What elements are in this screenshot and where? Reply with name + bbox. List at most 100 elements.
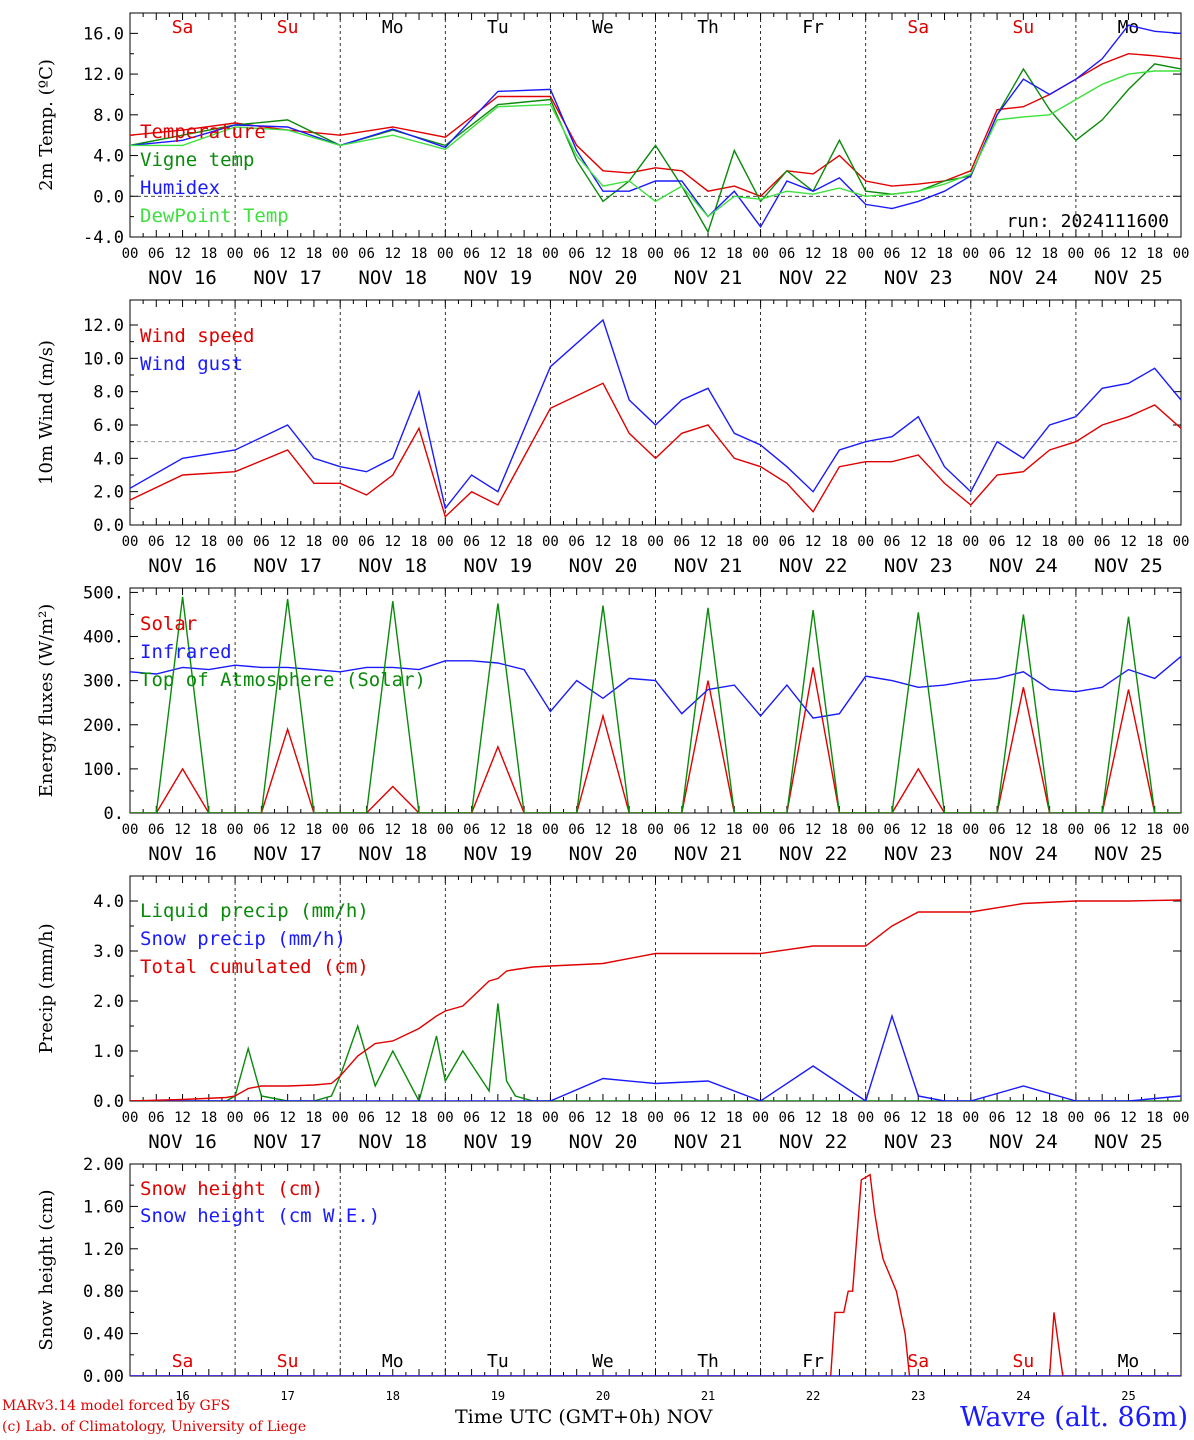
series-line: [130, 318, 1181, 510]
hour-tick-label: 00: [647, 822, 664, 838]
y-tick-label: 2.0: [93, 483, 124, 503]
hour-tick-label: 12: [595, 1110, 612, 1126]
y-tick-label: 0.40: [83, 1325, 124, 1345]
series-line: [130, 667, 1181, 813]
date-label: NOV 17: [253, 843, 322, 865]
hour-tick-label: 12: [1120, 534, 1137, 550]
weekday-label: Sa: [907, 17, 929, 38]
hour-tick-label: 06: [884, 534, 901, 550]
hour-tick-label: 00: [1173, 534, 1190, 550]
hour-tick-label: 00: [647, 534, 664, 550]
date-label: NOV 16: [148, 1131, 217, 1153]
hour-tick-label: 12: [805, 1110, 822, 1126]
hour-tick-label: 18: [1041, 822, 1058, 838]
hour-tick-label: 06: [989, 534, 1006, 550]
hour-tick-label: 18: [831, 246, 848, 262]
y-axis-label: Snow height (cm): [36, 1189, 57, 1350]
weekday-label: Th: [697, 1351, 719, 1372]
hour-tick-label: 12: [174, 246, 191, 262]
hour-tick-label: 06: [568, 822, 585, 838]
lab-credit: (c) Lab. of Climatology, University of L…: [2, 1419, 307, 1435]
hour-tick-label: 06: [148, 534, 165, 550]
hour-tick-label: 06: [673, 1110, 690, 1126]
legend-entry: Top of Atmosphere (Solar): [140, 669, 426, 691]
hour-tick-label: 12: [910, 246, 927, 262]
hour-tick-label: 18: [726, 822, 743, 838]
hour-tick-label: 18: [411, 1110, 428, 1126]
hour-tick-label: 18: [621, 534, 638, 550]
hour-tick-label: 06: [884, 246, 901, 262]
date-label: NOV 20: [569, 267, 638, 289]
date-label: NOV 20: [569, 1131, 638, 1153]
hour-tick-label: 12: [805, 246, 822, 262]
date-label: NOV 16: [148, 843, 217, 865]
hour-tick-label: 00: [857, 534, 874, 550]
y-tick-label: 100.: [83, 760, 124, 780]
hour-tick-label: 18: [1146, 534, 1163, 550]
hour-tick-label: 00: [227, 534, 244, 550]
date-label: NOV 22: [779, 267, 848, 289]
hour-tick-label: 00: [332, 822, 349, 838]
hour-tick-label: 00: [857, 822, 874, 838]
y-tick-label: 1.20: [83, 1240, 124, 1260]
station-name: Wavre (alt. 86m): [960, 1402, 1188, 1433]
y-tick-label: 0.: [104, 804, 124, 824]
date-label: NOV 19: [464, 1131, 533, 1153]
y-tick-label: 4.0: [93, 892, 124, 912]
hour-tick-label: 12: [174, 822, 191, 838]
series-line: [130, 1003, 1181, 1101]
date-label: NOV 21: [674, 843, 743, 865]
hour-tick-label: 00: [857, 1110, 874, 1126]
series-line: [130, 1013, 1181, 1101]
y-tick-label: 1.0: [93, 1042, 124, 1062]
date-label: NOV 20: [569, 555, 638, 577]
hour-tick-label: 12: [910, 822, 927, 838]
y-tick-label: 0.0: [93, 187, 124, 207]
y-tick-label: 300.: [83, 672, 124, 692]
hour-tick-label: 18: [726, 1110, 743, 1126]
hour-tick-label: 00: [752, 246, 769, 262]
y-tick-label: 400.: [83, 628, 124, 648]
series-line: [130, 382, 1181, 518]
hour-tick-label: 06: [253, 246, 270, 262]
hour-tick-label: 18: [305, 534, 322, 550]
hour-tick-label: 12: [174, 534, 191, 550]
hour-tick-label: 18: [305, 822, 322, 838]
chart-panel-3: 0. 100. 200. 300. 400. 500. Energy fluxes (W/m…: [36, 583, 1189, 865]
weekday-label: Fr: [802, 1351, 824, 1372]
hour-tick-label: 18: [831, 1110, 848, 1126]
hour-tick-label: 12: [595, 534, 612, 550]
hour-tick-label: 06: [778, 246, 795, 262]
hour-tick-label: 00: [752, 1110, 769, 1126]
series-line: [130, 52, 1181, 198]
hour-tick-label: 12: [489, 822, 506, 838]
hour-tick-label: 00: [542, 534, 559, 550]
hour-tick-label: 06: [148, 246, 165, 262]
hour-tick-label: 00: [857, 246, 874, 262]
hour-tick-label: 00: [1067, 822, 1084, 838]
hour-tick-label: 18: [305, 1110, 322, 1126]
weekday-label: Sa: [172, 17, 194, 38]
chart-panel-1: -4.0 0.0 4.0 8.0 12.0 16.0 2m Temp. (ºC) Sa Su Mo…: [36, 12, 1189, 289]
y-tick-label: 2.0: [93, 992, 124, 1012]
weekday-label: Mo: [382, 17, 404, 38]
hour-tick-label: 12: [1015, 534, 1032, 550]
hour-tick-label: 12: [910, 534, 927, 550]
date-label: NOV 16: [148, 555, 217, 577]
y-tick-label: 2.00: [83, 1155, 124, 1175]
hour-tick-label: 00: [542, 246, 559, 262]
hour-tick-label: 18: [621, 1110, 638, 1126]
hour-tick-label: 00: [962, 1110, 979, 1126]
weekday-label: Sa: [907, 1351, 929, 1372]
weekday-label: Su: [1013, 1351, 1035, 1372]
hour-tick-label: 12: [489, 534, 506, 550]
date-label: NOV 18: [358, 1131, 427, 1153]
day-number-label: 17: [280, 1389, 294, 1403]
hour-tick-label: 12: [1120, 246, 1137, 262]
hour-tick-label: 18: [1146, 1110, 1163, 1126]
run-label: run: 2024111600: [1006, 211, 1169, 232]
date-label: NOV 21: [674, 1131, 743, 1153]
hour-tick-label: 18: [1041, 246, 1058, 262]
legend-entry: Wind gust: [140, 353, 243, 375]
